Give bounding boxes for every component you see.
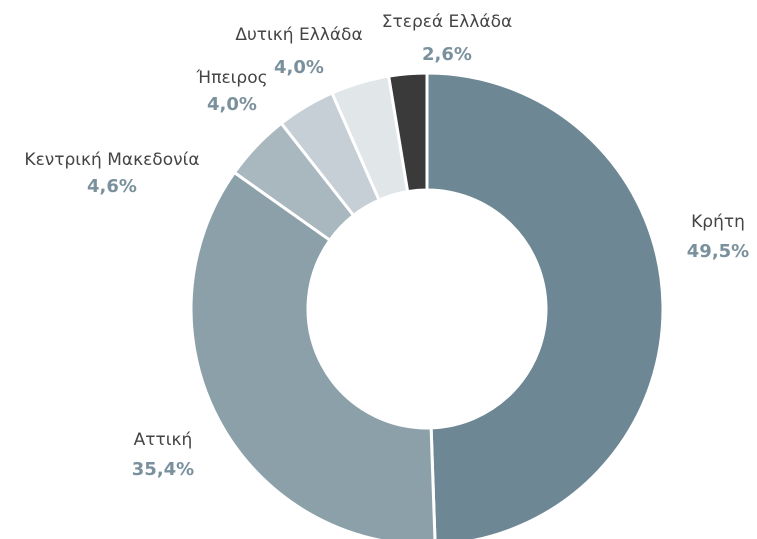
slice-name: Στερεά Ελλάδα [382,12,512,32]
slice-name: Κεντρική Μακεδονία [24,150,199,170]
donut-slice [386,71,429,194]
slice-name: Ήπειρος [195,68,267,88]
slice-name: Δυτική Ελλάδα [235,25,362,45]
slice-value-label: 2,6% [422,44,472,65]
slice-value-label: 49,5% [687,241,749,262]
slice-value-label: 4,0% [274,57,324,78]
slice-value-label: 4,0% [207,94,257,115]
slice-value-label: 35,4% [132,459,194,480]
slice-name: Αττική [134,430,193,450]
donut-slice [425,71,665,539]
slice-name: Κρήτη [691,212,745,232]
slice-value-label: 4,6% [87,176,137,197]
donut-slice [189,170,437,539]
